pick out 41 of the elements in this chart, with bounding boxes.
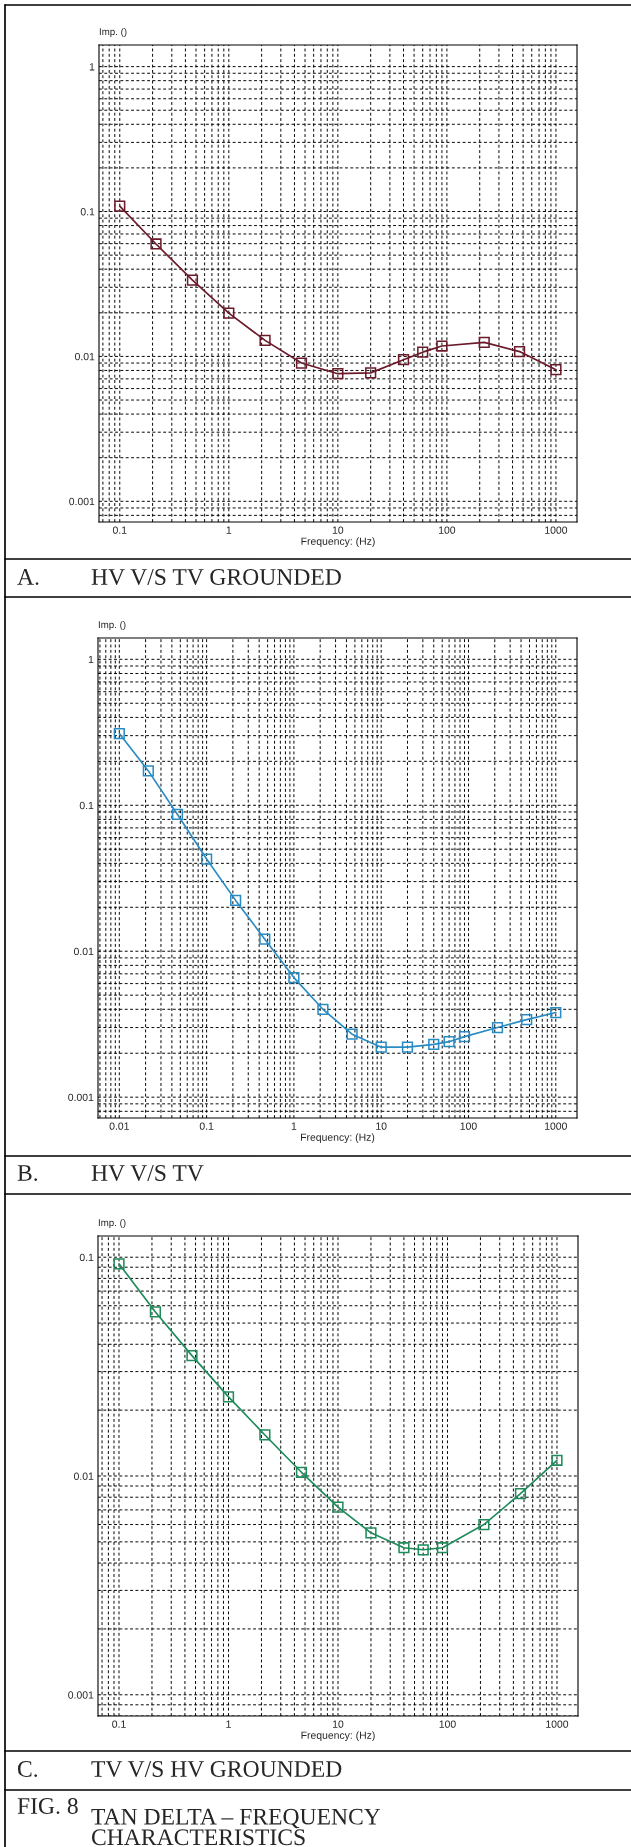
text: C. [17,1761,38,1778]
text: B. [17,1165,38,1182]
y-axis-title: Imp. () [98,1218,126,1228]
x-tick-label: 1 [226,1720,231,1728]
x-tick-label: 0.1 [112,526,127,534]
text: HV V/S TV GROUNDED [91,569,341,586]
y-tick-label: 0.1 [80,208,95,216]
x-axis-title: Frequency: (Hz) [301,1731,375,1741]
x-tick-label: 1000 [546,1720,569,1728]
y-tick-label: 0.1 [79,1253,94,1262]
x-axis-title: Frequency: (Hz) [301,537,375,547]
y-axis-title: Imp. () [99,27,127,37]
x-tick-label: 0.1 [199,1122,214,1130]
y-tick-label: 0.001 [68,1691,94,1699]
y-tick-label: 0.001 [69,497,95,506]
y-tick-label: 0.001 [68,1093,94,1102]
text: HV V/S TV [91,1165,204,1182]
x-tick-label: 10 [332,1720,344,1728]
y-tick-label: 1 [89,63,95,71]
text: TV V/S HV GROUNDED [91,1761,342,1778]
x-tick-label: 10 [376,1122,387,1130]
x-tick-label: 100 [439,1720,456,1728]
y-tick-label: 0.01 [73,1472,94,1480]
x-tick-label: 100 [439,526,456,534]
caption: FIG. 8 [17,1797,78,1815]
y-axis-title: Imp. () [98,620,126,630]
x-tick-label: 1 [226,526,232,534]
x-tick-label: 1000 [545,526,568,534]
x-tick-label: 0.01 [109,1122,129,1130]
x-tick-label: 0.1 [112,1720,126,1728]
x-axis-title: Frequency: (Hz) [301,1133,375,1143]
x-tick-label: 10 [332,526,344,534]
y-tick-label: 1 [88,655,94,664]
x-tick-label: 1000 [544,1122,567,1130]
text: A. [17,569,39,586]
y-tick-label: 0.1 [79,801,94,810]
text: TAN DELTA – FREQUENCY CHARACTERISTICS [91,1808,381,1846]
x-tick-label: 100 [460,1122,477,1130]
y-tick-label: 0.01 [73,947,94,956]
x-tick-label: 1 [291,1122,297,1130]
y-tick-label: 0.01 [74,352,95,361]
